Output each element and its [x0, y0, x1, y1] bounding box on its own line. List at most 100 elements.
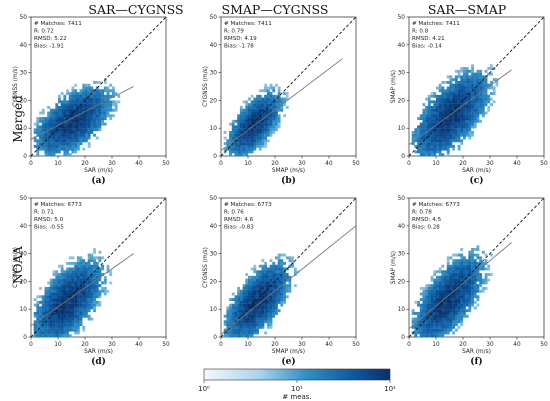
- density-cell: [261, 273, 265, 276]
- density-cell: [49, 295, 53, 299]
- density-cell: [248, 320, 251, 324]
- density-cell: [476, 284, 480, 288]
- density-cell: [275, 278, 278, 282]
- density-cell: [36, 128, 40, 132]
- density-cell: [239, 150, 243, 154]
- density-cell: [473, 306, 477, 310]
- density-cell: [463, 80, 466, 84]
- density-cell: [74, 306, 78, 310]
- density-cell: [460, 295, 464, 299]
- density-cell: [256, 325, 259, 329]
- density-cell: [258, 103, 262, 107]
- density-cell: [239, 300, 243, 304]
- y-axis-label: CYGNSS (m/s): [203, 66, 209, 107]
- density-cell: [60, 325, 64, 329]
- density-cell: [476, 119, 480, 123]
- density-cell: [444, 105, 447, 109]
- density-cell: [454, 323, 458, 327]
- density-cell: [277, 114, 281, 118]
- density-cell: [63, 311, 67, 315]
- density-cell: [266, 281, 270, 285]
- density-cell: [454, 100, 458, 104]
- density-cell: [79, 142, 83, 146]
- density-cell: [60, 128, 64, 132]
- density-cell: [47, 144, 51, 148]
- density-cell: [55, 298, 59, 302]
- density-cell: [283, 289, 286, 293]
- density-cell: [487, 108, 491, 112]
- y-tick-label: 10: [20, 307, 28, 313]
- density-cell: [441, 309, 445, 313]
- density-cell: [277, 309, 281, 313]
- density-cell: [457, 94, 461, 98]
- density-cell: [66, 289, 69, 293]
- density-cell: [55, 111, 59, 115]
- density-cell: [430, 117, 434, 121]
- density-cell: [441, 270, 445, 274]
- density-cell: [446, 86, 450, 90]
- density-cell: [457, 147, 461, 151]
- density-cell: [87, 130, 91, 134]
- density-cell: [261, 130, 265, 134]
- density-cell: [63, 128, 67, 132]
- density-cell: [430, 147, 434, 151]
- density-cell: [85, 309, 88, 313]
- density-cell: [264, 317, 268, 321]
- density-cell: [484, 89, 488, 93]
- density-cell: [473, 75, 477, 79]
- density-cell: [242, 133, 246, 137]
- density-cell: [71, 92, 75, 95]
- density-cell: [446, 281, 450, 285]
- density-cell: [74, 133, 78, 137]
- density-cell: [71, 267, 75, 271]
- density-cell: [93, 286, 96, 290]
- density-cell: [33, 303, 37, 307]
- density-cell: [476, 117, 480, 121]
- density-cell: [44, 328, 48, 332]
- density-cell: [66, 295, 69, 299]
- density-cell: [417, 303, 420, 307]
- density-cell: [460, 92, 464, 95]
- density-cell: [272, 125, 276, 129]
- density-cell: [44, 309, 48, 313]
- density-cell: [68, 125, 72, 129]
- density-cell: [90, 128, 94, 132]
- density-cell: [242, 303, 246, 307]
- density-cell: [231, 325, 235, 329]
- density-cell: [93, 114, 96, 118]
- density-cell: [479, 92, 483, 95]
- density-cell: [250, 144, 254, 148]
- density-cell: [275, 303, 278, 307]
- density-cell: [114, 92, 118, 95]
- stats-line: R: 0.71: [34, 210, 54, 216]
- density-cell: [463, 67, 466, 70]
- density-cell: [441, 128, 445, 132]
- density-cell: [68, 306, 72, 310]
- density-cell: [272, 128, 276, 132]
- density-cell: [47, 117, 51, 121]
- density-cell: [446, 89, 450, 93]
- density-cell: [66, 303, 69, 307]
- density-cell: [245, 144, 249, 148]
- density-cell: [258, 306, 262, 310]
- density-cell: [229, 144, 232, 148]
- density-cell: [79, 108, 83, 112]
- density-cell: [484, 259, 488, 263]
- density-cell: [231, 150, 235, 154]
- density-cell: [266, 130, 270, 134]
- density-cell: [71, 309, 75, 313]
- density-cell: [411, 133, 415, 137]
- density-cell: [454, 317, 458, 321]
- density-cell: [47, 114, 51, 118]
- density-cell: [82, 86, 86, 90]
- density-cell: [444, 306, 447, 310]
- density-cell: [93, 281, 96, 285]
- density-cell: [234, 300, 238, 304]
- density-cell: [76, 97, 80, 101]
- density-cell: [47, 147, 51, 151]
- density-cell: [248, 334, 251, 338]
- density-cell: [261, 122, 265, 126]
- density-cell: [98, 250, 102, 254]
- density-cell: [74, 295, 78, 299]
- density-cell: [239, 303, 243, 307]
